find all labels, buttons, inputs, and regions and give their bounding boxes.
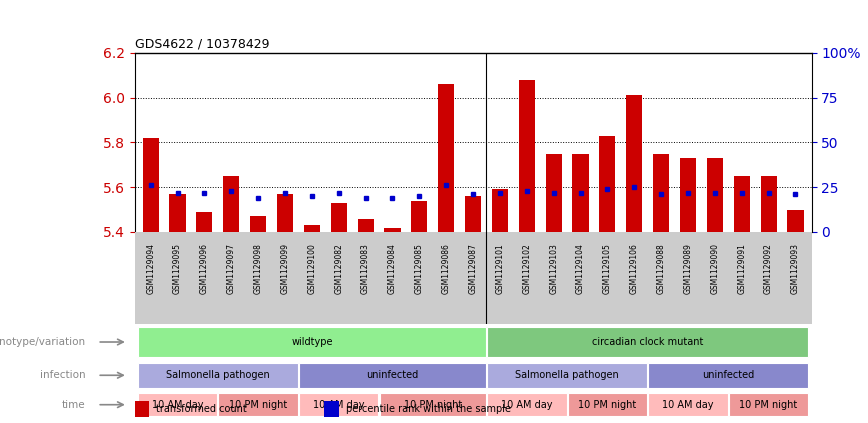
- FancyBboxPatch shape: [648, 393, 727, 416]
- Bar: [492, 190, 508, 232]
- Bar: [358, 219, 373, 232]
- Text: GSM1129089: GSM1129089: [683, 243, 693, 294]
- Text: transformed count: transformed count: [156, 404, 247, 414]
- Text: GSM1129092: GSM1129092: [764, 243, 773, 294]
- FancyBboxPatch shape: [487, 327, 808, 357]
- Text: 10 AM day: 10 AM day: [313, 400, 365, 410]
- Bar: [707, 158, 723, 232]
- Bar: [653, 154, 669, 232]
- Text: GSM1129096: GSM1129096: [200, 243, 209, 294]
- FancyBboxPatch shape: [379, 393, 486, 416]
- Text: GSM1129097: GSM1129097: [227, 243, 236, 294]
- Bar: [626, 96, 642, 232]
- FancyBboxPatch shape: [729, 393, 808, 416]
- Text: uninfected: uninfected: [702, 370, 754, 380]
- Text: 10 PM night: 10 PM night: [578, 400, 636, 410]
- Text: GDS4622 / 10378429: GDS4622 / 10378429: [135, 37, 269, 50]
- Bar: [304, 225, 320, 232]
- Text: GSM1129088: GSM1129088: [656, 243, 666, 294]
- Text: GSM1129093: GSM1129093: [791, 243, 800, 294]
- Text: GSM1129084: GSM1129084: [388, 243, 397, 294]
- Text: GSM1129099: GSM1129099: [280, 243, 290, 294]
- Bar: [680, 158, 696, 232]
- Text: 10 AM day: 10 AM day: [501, 400, 553, 410]
- Bar: [546, 154, 562, 232]
- Text: GSM1129100: GSM1129100: [307, 243, 316, 294]
- FancyBboxPatch shape: [138, 327, 486, 357]
- Bar: [787, 209, 804, 232]
- Text: wildtype: wildtype: [291, 337, 332, 347]
- Text: GSM1129103: GSM1129103: [549, 243, 558, 294]
- Bar: [438, 84, 454, 232]
- Text: GSM1129101: GSM1129101: [496, 243, 504, 294]
- Text: GSM1129091: GSM1129091: [737, 243, 746, 294]
- Bar: [573, 154, 589, 232]
- Text: Salmonella pathogen: Salmonella pathogen: [166, 370, 270, 380]
- Bar: [324, 401, 339, 417]
- Bar: [331, 203, 347, 232]
- Bar: [169, 194, 186, 232]
- Bar: [599, 136, 615, 232]
- FancyBboxPatch shape: [299, 363, 486, 388]
- Bar: [733, 176, 750, 232]
- Text: GSM1129085: GSM1129085: [415, 243, 424, 294]
- FancyBboxPatch shape: [487, 363, 648, 388]
- Text: GSM1129105: GSM1129105: [603, 243, 612, 294]
- Text: Salmonella pathogen: Salmonella pathogen: [516, 370, 619, 380]
- FancyBboxPatch shape: [487, 393, 567, 416]
- Bar: [385, 228, 400, 232]
- Text: GSM1129095: GSM1129095: [173, 243, 182, 294]
- Bar: [277, 194, 293, 232]
- Text: 10 PM night: 10 PM night: [229, 400, 287, 410]
- Text: infection: infection: [40, 370, 86, 380]
- Text: GSM1129087: GSM1129087: [469, 243, 477, 294]
- Text: percentile rank within the sample: percentile rank within the sample: [345, 404, 510, 414]
- Text: GSM1129106: GSM1129106: [630, 243, 639, 294]
- FancyBboxPatch shape: [299, 393, 378, 416]
- Bar: [250, 216, 266, 232]
- Bar: [196, 212, 213, 232]
- Bar: [223, 176, 240, 232]
- Text: GSM1129094: GSM1129094: [146, 243, 155, 294]
- Text: 10 PM night: 10 PM night: [404, 400, 462, 410]
- Text: uninfected: uninfected: [366, 370, 418, 380]
- FancyBboxPatch shape: [138, 393, 217, 416]
- Text: time: time: [62, 400, 86, 410]
- FancyBboxPatch shape: [138, 363, 298, 388]
- Text: GSM1129090: GSM1129090: [710, 243, 720, 294]
- Bar: [411, 201, 427, 232]
- Text: genotype/variation: genotype/variation: [0, 337, 86, 347]
- Bar: [760, 176, 777, 232]
- Text: 10 AM day: 10 AM day: [152, 400, 203, 410]
- Text: circadian clock mutant: circadian clock mutant: [592, 337, 703, 347]
- Text: GSM1129098: GSM1129098: [253, 243, 263, 294]
- Bar: [465, 196, 481, 232]
- Text: GSM1129083: GSM1129083: [361, 243, 370, 294]
- Bar: [142, 138, 159, 232]
- FancyBboxPatch shape: [568, 393, 648, 416]
- FancyBboxPatch shape: [219, 393, 298, 416]
- FancyBboxPatch shape: [648, 363, 808, 388]
- Text: GSM1129086: GSM1129086: [442, 243, 450, 294]
- Text: GSM1129102: GSM1129102: [523, 243, 531, 294]
- Bar: [519, 80, 535, 232]
- Text: GSM1129082: GSM1129082: [334, 243, 343, 294]
- Text: 10 AM day: 10 AM day: [662, 400, 713, 410]
- Bar: [135, 401, 149, 417]
- Text: GSM1129104: GSM1129104: [576, 243, 585, 294]
- Text: 10 PM night: 10 PM night: [740, 400, 798, 410]
